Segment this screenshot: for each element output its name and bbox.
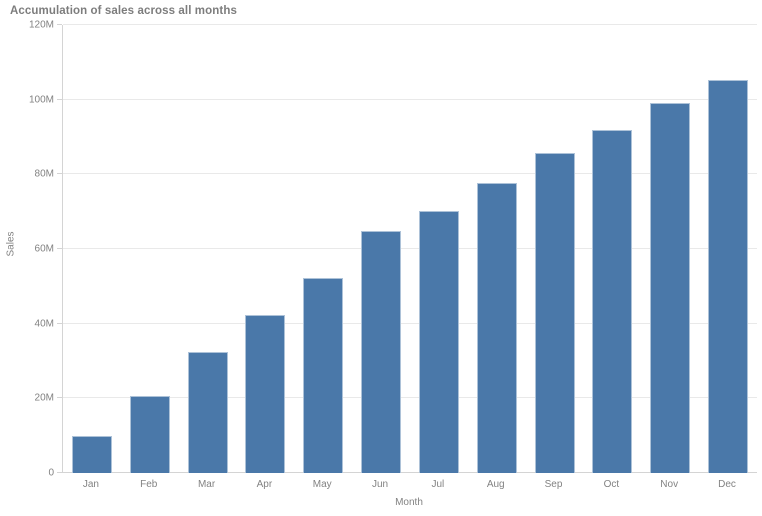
bar-slot-jun <box>352 25 410 473</box>
bar-mar[interactable] <box>187 351 228 473</box>
x-tick-label-jul: Jul <box>431 479 445 490</box>
bar-oct[interactable] <box>592 129 633 473</box>
bar-may[interactable] <box>303 277 344 473</box>
x-axis-tick-labels: Jan Feb Mar Apr May Jun Jul Aug Sep Oct Nov Dec <box>62 479 756 490</box>
x-tick-label-jun: Jun <box>371 479 389 490</box>
bars-group <box>63 25 757 473</box>
y-tick-mark-0 <box>57 472 62 473</box>
x-axis-baseline <box>63 472 757 473</box>
gridline-80M <box>63 173 757 175</box>
bar-slot-sep <box>526 25 584 473</box>
y-tick-label-80M: 80M <box>34 168 54 180</box>
y-tick-label-40M: 40M <box>34 318 54 330</box>
plot-area <box>57 24 757 473</box>
y-tick-label-120M: 120M <box>28 19 54 31</box>
y-tick-label-0: 0 <box>48 467 54 479</box>
chart-title: Accumulation of sales across all months <box>10 5 237 17</box>
bar-slot-apr <box>236 25 294 473</box>
x-tick-label-oct: Oct <box>603 479 620 490</box>
y-tick-mark-60M <box>57 248 62 249</box>
bar-apr[interactable] <box>245 314 286 473</box>
gridline-40M <box>63 322 757 324</box>
bar-jul[interactable] <box>418 211 459 473</box>
y-tick-mark-80M <box>57 173 62 175</box>
bar-slot-nov <box>641 25 699 473</box>
bar-slot-feb <box>121 25 179 473</box>
y-axis-tick-labels: 0 20M 40M 60M 80M 100M 120M <box>0 20 54 479</box>
bar-jan[interactable] <box>71 435 112 473</box>
bar-nov[interactable] <box>650 103 691 473</box>
y-tick-mark-100M <box>57 98 62 100</box>
gridline-100M <box>63 98 757 100</box>
bar-sep[interactable] <box>534 153 575 473</box>
x-axis-title: Month <box>395 497 423 508</box>
bar-feb[interactable] <box>129 396 170 473</box>
y-tick-mark-40M <box>57 322 62 324</box>
bar-slot-dec <box>699 25 757 473</box>
bar-slot-aug <box>468 25 526 473</box>
bar-slot-may <box>294 25 352 473</box>
bar-aug[interactable] <box>476 183 517 473</box>
x-tick-label-dec: Dec <box>718 479 736 490</box>
bar-jun[interactable] <box>361 231 402 473</box>
bar-slot-jan <box>63 25 121 473</box>
y-tick-mark-120M <box>57 24 62 25</box>
x-tick-label-sep: Sep <box>544 479 563 490</box>
y-tick-label-60M: 60M <box>34 243 54 255</box>
x-tick-label-aug: Aug <box>486 479 505 490</box>
gridline-60M <box>63 248 757 249</box>
x-tick-label-mar: Mar <box>197 479 216 490</box>
x-tick-label-feb: Feb <box>140 479 158 490</box>
x-tick-label-jan: Jan <box>82 479 99 490</box>
bar-slot-oct <box>583 25 641 473</box>
y-tick-label-100M: 100M <box>28 94 54 106</box>
gridline-120M <box>63 24 757 25</box>
gridline-20M <box>63 397 757 399</box>
x-tick-label-may: May <box>312 479 332 490</box>
y-tick-label-20M: 20M <box>34 392 54 404</box>
bar-dec[interactable] <box>708 79 749 473</box>
x-tick-label-apr: Apr <box>256 479 273 490</box>
x-tick-label-nov: Nov <box>660 479 679 490</box>
bar-slot-mar <box>179 25 237 473</box>
y-tick-mark-20M <box>57 397 62 399</box>
bar-slot-jul <box>410 25 468 473</box>
